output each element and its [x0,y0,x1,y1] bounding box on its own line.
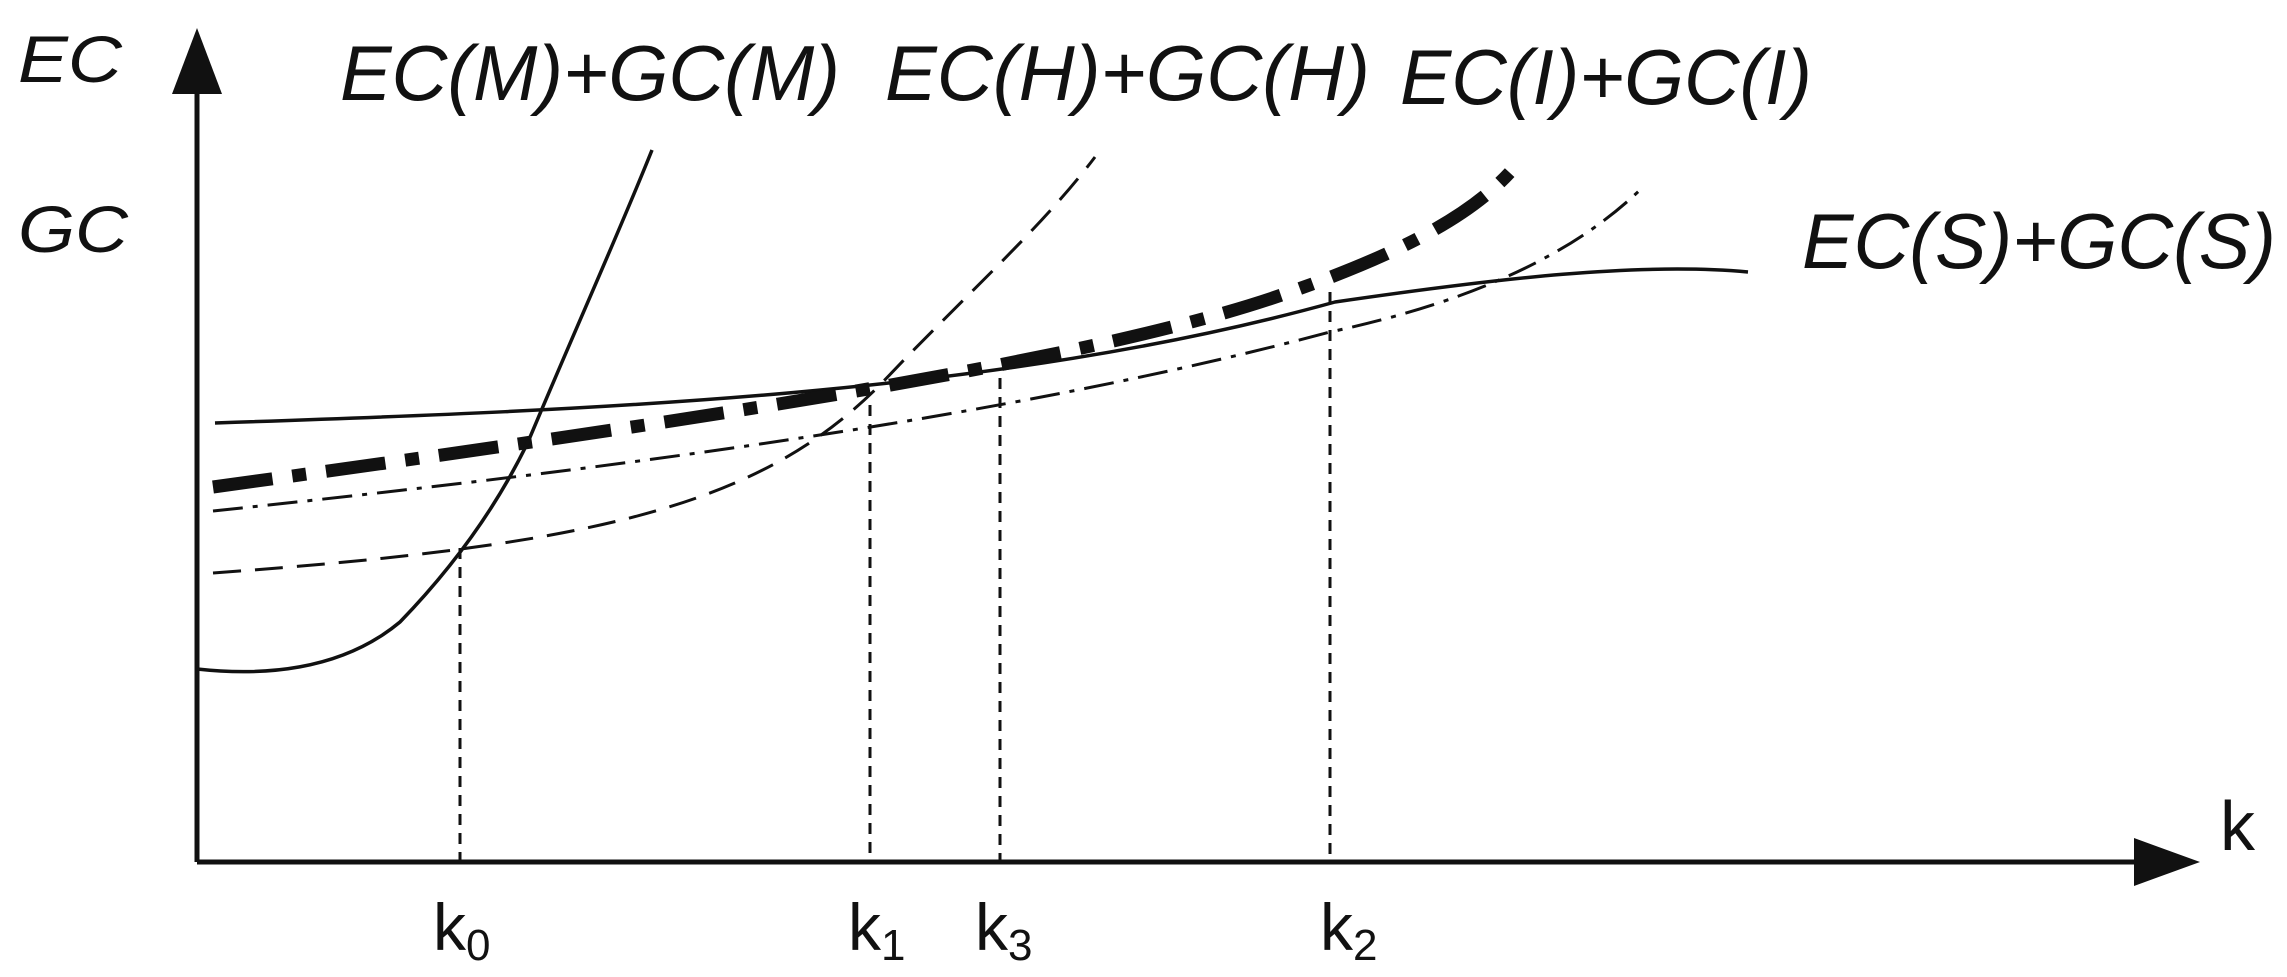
x-axis-label: k [2220,787,2256,865]
curve-d [212,183,1647,513]
x-axis-arrow-icon [2134,838,2200,886]
tick-label-k1: k1 [848,890,905,970]
axes [194,90,2150,865]
curve-label-s: EC(S)+GC(S) [1802,197,2276,285]
curve-label-h: EC(H)+GC(H) [885,29,1370,117]
tick-label-k3: k3 [975,890,1032,970]
y-axis-arrow-icon [172,28,222,94]
curve-i [212,158,1524,494]
curve-s [214,267,1749,425]
curve-label-m: EC(M)+GC(M) [340,29,840,117]
y-axis-label-bottom: GC [18,192,129,266]
curve-label-i: EC(I)+GC(I) [1400,33,1812,121]
y-axis-label-top: EC [18,22,124,96]
tick-label-k0: k0 [433,890,490,970]
tick-label-k2: k2 [1320,890,1377,970]
curve-h [212,156,1097,575]
curve-m [196,149,654,674]
